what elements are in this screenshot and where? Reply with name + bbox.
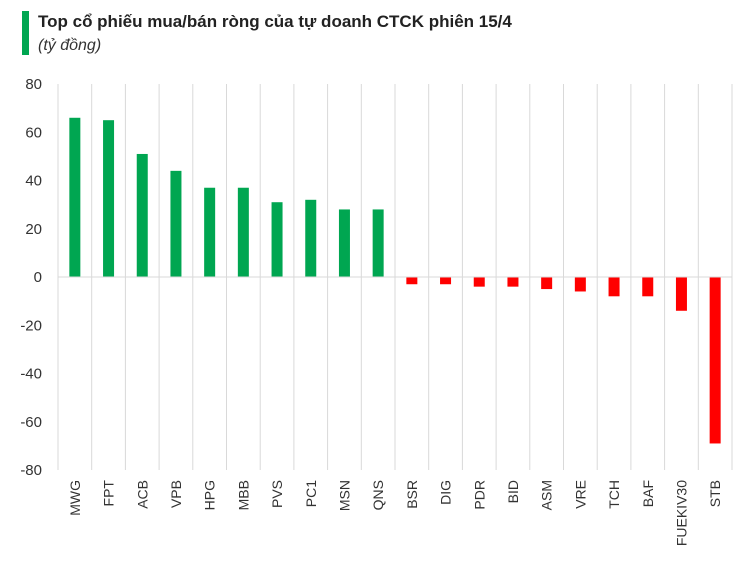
category-label: ACB	[134, 480, 150, 509]
category-label: PC1	[303, 480, 319, 507]
category-label: VRE	[572, 480, 588, 509]
category-label: DIG	[438, 480, 454, 505]
bar-pvs	[271, 202, 283, 277]
bar-vre	[574, 277, 586, 292]
category-label: ASM	[539, 480, 555, 510]
bar-dig	[440, 277, 452, 285]
y-tick-label: -80	[20, 462, 42, 479]
chart-title: Top cổ phiếu mua/bán ròng của tự doanh C…	[38, 12, 512, 31]
y-tick-label: 0	[34, 269, 42, 286]
category-label: MBB	[235, 480, 251, 510]
y-tick-label: 40	[25, 173, 42, 190]
bar-pc1	[305, 199, 317, 277]
bar-bsr	[406, 277, 418, 285]
category-label: FUEKIV30	[673, 480, 689, 546]
category-label: QNS	[370, 480, 386, 510]
category-label: TCH	[606, 480, 622, 509]
bars	[69, 117, 721, 444]
category-label: MWG	[67, 480, 83, 516]
y-tick-label: -60	[20, 414, 42, 431]
category-label: MSN	[336, 480, 352, 511]
category-label: PVS	[269, 480, 285, 508]
bar-hpg	[204, 187, 216, 277]
category-label: PDR	[471, 480, 487, 510]
y-tick-label: -40	[20, 366, 42, 383]
bar-qns	[372, 209, 384, 277]
bar-asm	[541, 277, 553, 290]
y-tick-label: -20	[20, 317, 42, 334]
category-label: STB	[707, 480, 723, 507]
category-labels: MWG FPT ACB VPB HPG MBB PVS PC1 MSN QNS BSR DIG PDR B…	[67, 480, 723, 547]
y-tick-label: 80	[25, 76, 42, 93]
title-accent-bar	[22, 11, 29, 55]
category-label: BSR	[404, 480, 420, 509]
category-label: HPG	[202, 480, 218, 510]
bar-fpt	[103, 120, 115, 277]
bar-pdr	[473, 277, 485, 287]
bar-baf	[642, 277, 654, 297]
bar-mbb	[237, 187, 249, 277]
bar-vpb	[170, 170, 182, 277]
y-tick-label: 60	[25, 124, 42, 141]
chart-subtitle: (tỷ đồng)	[38, 37, 102, 54]
bar-bid	[507, 277, 519, 287]
category-label: BID	[505, 480, 521, 503]
category-label: FPT	[101, 480, 117, 507]
bar-fuekiv30	[675, 277, 687, 311]
y-axis-ticks: 80 60 40 20 0 -20 -40 -60 -80	[20, 76, 42, 479]
bar-tch	[608, 277, 620, 297]
category-label: BAF	[640, 480, 656, 507]
bar-stb	[709, 277, 721, 444]
bar-acb	[136, 153, 148, 277]
y-tick-label: 20	[25, 221, 42, 238]
bar-msn	[338, 209, 350, 277]
bar-mwg	[69, 117, 81, 278]
category-label: VPB	[168, 480, 184, 508]
